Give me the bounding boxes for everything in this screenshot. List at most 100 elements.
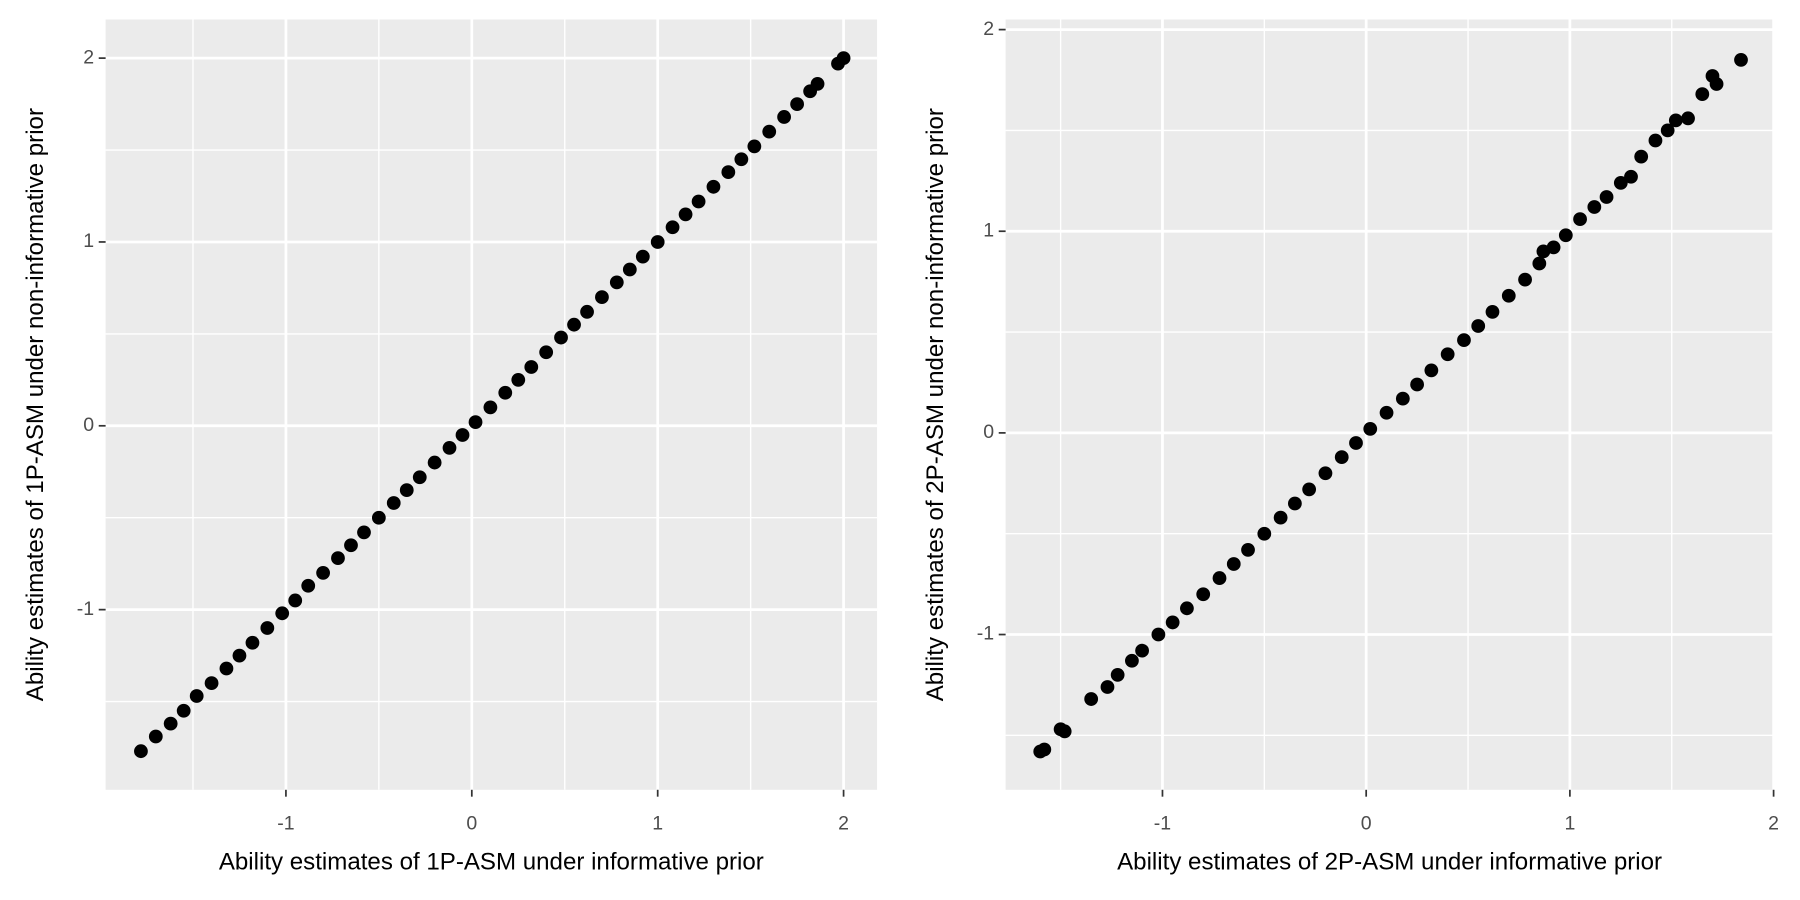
point: [554, 330, 568, 345]
point: [1363, 421, 1378, 436]
y-axis-title: Ability estimates of 1P-ASM under non-in…: [22, 108, 49, 701]
y-tick-label: -1: [77, 598, 94, 620]
point: [1037, 742, 1052, 757]
y-tick-label: -1: [977, 623, 994, 645]
point: [1587, 200, 1602, 214]
point: [777, 110, 791, 124]
point: [524, 360, 539, 374]
x-tick-label: -1: [1154, 812, 1171, 834]
point: [609, 275, 624, 290]
y-tick-label: 1: [83, 230, 94, 252]
point: [455, 428, 470, 442]
point: [511, 372, 526, 387]
point: [1196, 587, 1211, 602]
point: [1180, 601, 1194, 616]
point: [1501, 288, 1516, 303]
point: [1695, 87, 1710, 102]
point: [1634, 149, 1649, 164]
point: [1734, 52, 1748, 67]
point: [1349, 436, 1363, 450]
point: [567, 317, 581, 332]
point: [1471, 319, 1486, 333]
point: [331, 551, 345, 566]
point: [1057, 724, 1072, 739]
point: [1681, 111, 1695, 126]
point: [810, 76, 825, 91]
point: [1125, 653, 1139, 668]
point: [622, 262, 637, 277]
point: [721, 165, 736, 179]
point: [1226, 557, 1241, 571]
point: [1613, 175, 1628, 190]
point: [412, 470, 427, 485]
point: [580, 304, 594, 319]
point: [1424, 363, 1439, 378]
point: [219, 661, 234, 676]
point: [386, 496, 401, 510]
point: [427, 455, 442, 470]
point: [1648, 133, 1663, 148]
point: [1624, 169, 1638, 184]
point: [1599, 190, 1614, 204]
point: [1546, 240, 1561, 255]
point: [288, 593, 303, 608]
point: [1257, 526, 1272, 541]
x-tick-label: 0: [1361, 812, 1372, 834]
point: [498, 385, 513, 400]
point: [836, 51, 851, 66]
point: [316, 565, 330, 580]
point: [790, 97, 804, 111]
point: [357, 525, 371, 540]
point: [1709, 77, 1724, 91]
point: [678, 207, 693, 222]
point: [747, 139, 762, 154]
point: [1287, 496, 1302, 511]
x-axis-title: Ability estimates of 2P-ASM under inform…: [1117, 849, 1662, 876]
x-tick-label: -1: [277, 812, 294, 834]
point: [468, 415, 483, 430]
point: [275, 606, 290, 621]
y-tick-label: 0: [83, 414, 94, 436]
point: [539, 345, 554, 360]
point: [1110, 667, 1125, 682]
point: [232, 648, 247, 663]
point: [1573, 212, 1587, 227]
point: [344, 538, 358, 553]
point: [204, 676, 219, 691]
point: [1212, 571, 1227, 585]
point: [1241, 542, 1255, 557]
point: [706, 179, 721, 194]
point: [245, 635, 260, 650]
point: [1273, 510, 1288, 525]
point: [1135, 643, 1149, 658]
point: [189, 689, 204, 703]
point: [1302, 482, 1317, 497]
point: [650, 235, 665, 249]
point: [1395, 391, 1410, 406]
y-tick-label: 2: [983, 18, 994, 40]
point: [1668, 113, 1683, 128]
point: [1558, 228, 1573, 243]
point: [1532, 256, 1547, 271]
y-tick-label: 0: [983, 421, 994, 443]
point: [1165, 615, 1180, 630]
x-tick-label: 2: [838, 812, 849, 834]
point: [148, 729, 163, 744]
point: [635, 249, 650, 264]
point: [1518, 272, 1532, 287]
point: [371, 510, 386, 525]
point: [1485, 305, 1500, 319]
point: [1100, 680, 1115, 694]
y-axis-title: Ability estimates of 2P-ASM under non-in…: [922, 108, 949, 701]
point: [1084, 692, 1099, 706]
x-tick-label: 1: [1564, 812, 1575, 834]
point: [1379, 405, 1394, 420]
x-tick-label: 1: [652, 812, 663, 834]
point: [665, 220, 680, 235]
y-tick-label: 1: [983, 219, 994, 241]
point: [595, 290, 609, 304]
point: [163, 716, 178, 731]
point: [1457, 333, 1471, 348]
point: [1151, 627, 1166, 642]
